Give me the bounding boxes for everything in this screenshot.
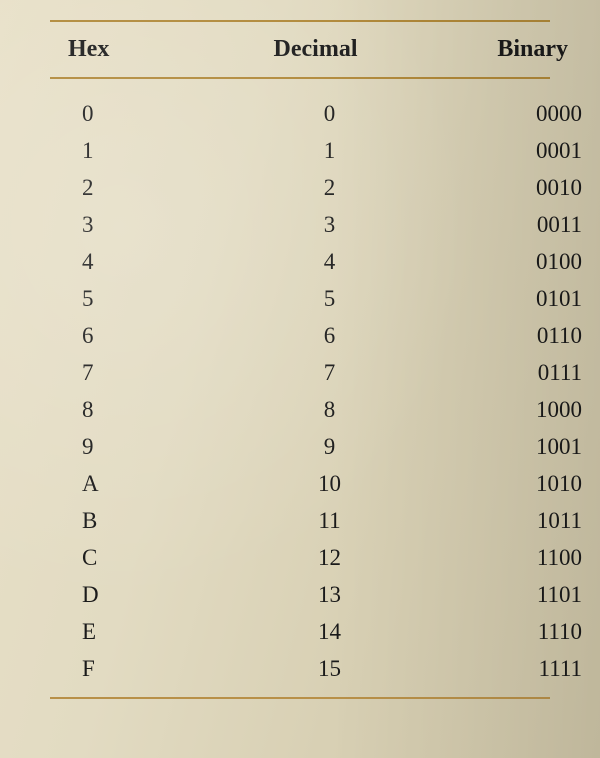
cell-binary: 1100 <box>412 539 600 576</box>
cell-decimal: 15 <box>247 650 412 687</box>
cell-decimal: 12 <box>247 539 412 576</box>
cell-decimal: 13 <box>247 576 412 613</box>
cell-binary: 0011 <box>412 206 600 243</box>
table-row: B111011 <box>50 502 550 539</box>
cell-hex: 3 <box>50 206 247 243</box>
cell-decimal: 8 <box>247 391 412 428</box>
cell-decimal: 7 <box>247 354 412 391</box>
cell-decimal: 5 <box>247 280 412 317</box>
cell-hex: 0 <box>50 95 247 132</box>
cell-hex: C <box>50 539 247 576</box>
table-row: A101010 <box>50 465 550 502</box>
cell-hex: F <box>50 650 247 687</box>
cell-decimal: 14 <box>247 613 412 650</box>
cell-hex: 1 <box>50 132 247 169</box>
cell-hex: A <box>50 465 247 502</box>
cell-binary: 0000 <box>412 95 600 132</box>
cell-hex: 5 <box>50 280 247 317</box>
cell-binary: 0010 <box>412 169 600 206</box>
cell-binary: 1001 <box>412 428 600 465</box>
cell-decimal: 3 <box>247 206 412 243</box>
column-header-binary: Binary <box>398 36 586 63</box>
table-row: 770111 <box>50 354 550 391</box>
table-row: 881000 <box>50 391 550 428</box>
cell-binary: 0101 <box>412 280 600 317</box>
cell-binary: 1111 <box>412 650 600 687</box>
cell-decimal: 0 <box>247 95 412 132</box>
column-header-hex: Hex <box>50 36 233 63</box>
table-row: 991001 <box>50 428 550 465</box>
cell-binary: 1010 <box>412 465 600 502</box>
cell-decimal: 11 <box>247 502 412 539</box>
table-page: Hex Decimal Binary 000000 110001 220010 … <box>0 0 600 758</box>
table-row: 440100 <box>50 243 550 280</box>
table-row: D131101 <box>50 576 550 613</box>
cell-binary: 1101 <box>412 576 600 613</box>
cell-binary: 1011 <box>412 502 600 539</box>
table-row: 660110 <box>50 317 550 354</box>
table-row: 000000 <box>50 95 550 132</box>
column-header-decimal: Decimal <box>233 36 398 63</box>
cell-decimal: 6 <box>247 317 412 354</box>
cell-hex: E <box>50 613 247 650</box>
table-row: 110001 <box>50 132 550 169</box>
cell-binary: 0100 <box>412 243 600 280</box>
table-row: F151111 <box>50 650 550 687</box>
cell-binary: 1000 <box>412 391 600 428</box>
table-row: 220010 <box>50 169 550 206</box>
cell-binary: 0001 <box>412 132 600 169</box>
cell-hex: 7 <box>50 354 247 391</box>
cell-decimal: 9 <box>247 428 412 465</box>
cell-binary: 1110 <box>412 613 600 650</box>
cell-decimal: 4 <box>247 243 412 280</box>
cell-hex: 2 <box>50 169 247 206</box>
table-header-row: Hex Decimal Binary <box>50 22 550 77</box>
table-row: 550101 <box>50 280 550 317</box>
cell-hex: B <box>50 502 247 539</box>
cell-decimal: 10 <box>247 465 412 502</box>
cell-hex: 6 <box>50 317 247 354</box>
cell-hex: 8 <box>50 391 247 428</box>
cell-binary: 0110 <box>412 317 600 354</box>
cell-decimal: 1 <box>247 132 412 169</box>
cell-binary: 0111 <box>412 354 600 391</box>
cell-hex: 4 <box>50 243 247 280</box>
cell-hex: 9 <box>50 428 247 465</box>
bottom-rule <box>50 697 550 699</box>
cell-hex: D <box>50 576 247 613</box>
table-row: E141110 <box>50 613 550 650</box>
cell-decimal: 2 <box>247 169 412 206</box>
table-row: C121100 <box>50 539 550 576</box>
table-body: 000000 110001 220010 330011 440100 55010… <box>50 79 550 697</box>
table-row: 330011 <box>50 206 550 243</box>
